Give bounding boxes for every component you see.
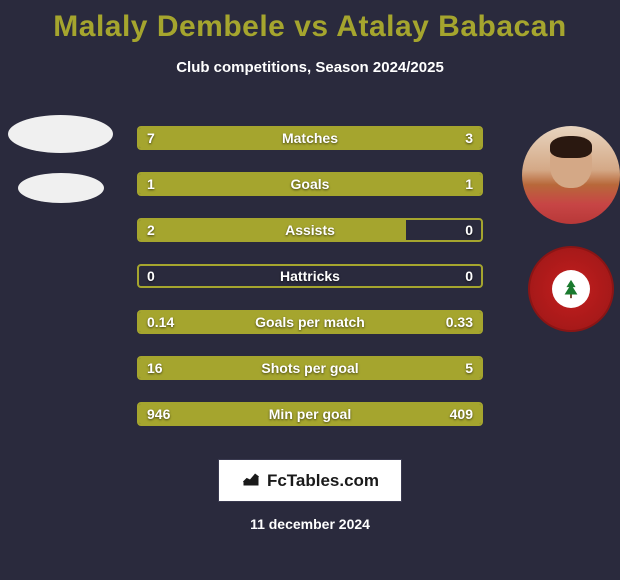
stat-row: 7 Matches 3 — [137, 126, 483, 150]
page-subtitle: Club competitions, Season 2024/2025 — [0, 59, 620, 76]
header: Malaly Dembele vs Atalay Babacan Club co… — [0, 0, 620, 76]
stat-value-left: 2 — [147, 222, 155, 238]
stat-bar-left — [139, 220, 406, 240]
stat-label: Matches — [282, 130, 338, 146]
brand-label: FcTables.com — [267, 471, 379, 491]
footer: FcTables.com 11 december 2024 — [0, 459, 620, 532]
stat-row: 0.14 Goals per match 0.33 — [137, 310, 483, 334]
stat-label: Hattricks — [280, 268, 340, 284]
stat-row: 0 Hattricks 0 — [137, 264, 483, 288]
stat-value-right: 409 — [450, 406, 473, 422]
stat-row: 2 Assists 0 — [137, 218, 483, 242]
stat-value-left: 946 — [147, 406, 170, 422]
stat-label: Goals — [291, 176, 330, 192]
stats-chart: 7 Matches 3 1 Goals 1 2 Assists 0 0 Hattricks 0 0.14… — [137, 126, 483, 426]
stat-label: Min per goal — [269, 406, 351, 422]
stat-row: 16 Shots per goal 5 — [137, 356, 483, 380]
date-text: 11 december 2024 — [250, 516, 370, 532]
stat-value-right: 3 — [465, 130, 473, 146]
stat-value-left: 16 — [147, 360, 163, 376]
stat-value-right: 0.33 — [446, 314, 473, 330]
stat-row: 1 Goals 1 — [137, 172, 483, 196]
player1-avatar-placeholder — [8, 115, 113, 153]
player2-club-badge — [528, 246, 614, 332]
left-player-badges — [8, 115, 113, 203]
stat-value-right: 5 — [465, 360, 473, 376]
page-title: Malaly Dembele vs Atalay Babacan — [0, 10, 620, 44]
brand-badge[interactable]: FcTables.com — [218, 459, 402, 502]
tree-icon — [552, 270, 590, 308]
stat-bar-right — [310, 174, 481, 194]
player2-avatar — [522, 126, 620, 224]
stat-label: Shots per goal — [261, 360, 358, 376]
stat-label: Goals per match — [255, 314, 365, 330]
player1-club-placeholder — [18, 173, 104, 203]
stat-value-left: 7 — [147, 130, 155, 146]
stat-row: 946 Min per goal 409 — [137, 402, 483, 426]
stat-bar-left — [139, 174, 310, 194]
chart-icon — [241, 468, 261, 493]
stat-value-left: 1 — [147, 176, 155, 192]
stat-value-left: 0 — [147, 268, 155, 284]
stat-value-right: 0 — [465, 222, 473, 238]
stat-bar-left — [139, 128, 378, 148]
stat-label: Assists — [285, 222, 335, 238]
stat-value-left: 0.14 — [147, 314, 174, 330]
stat-value-right: 1 — [465, 176, 473, 192]
right-player-badges — [522, 126, 620, 332]
stat-value-right: 0 — [465, 268, 473, 284]
